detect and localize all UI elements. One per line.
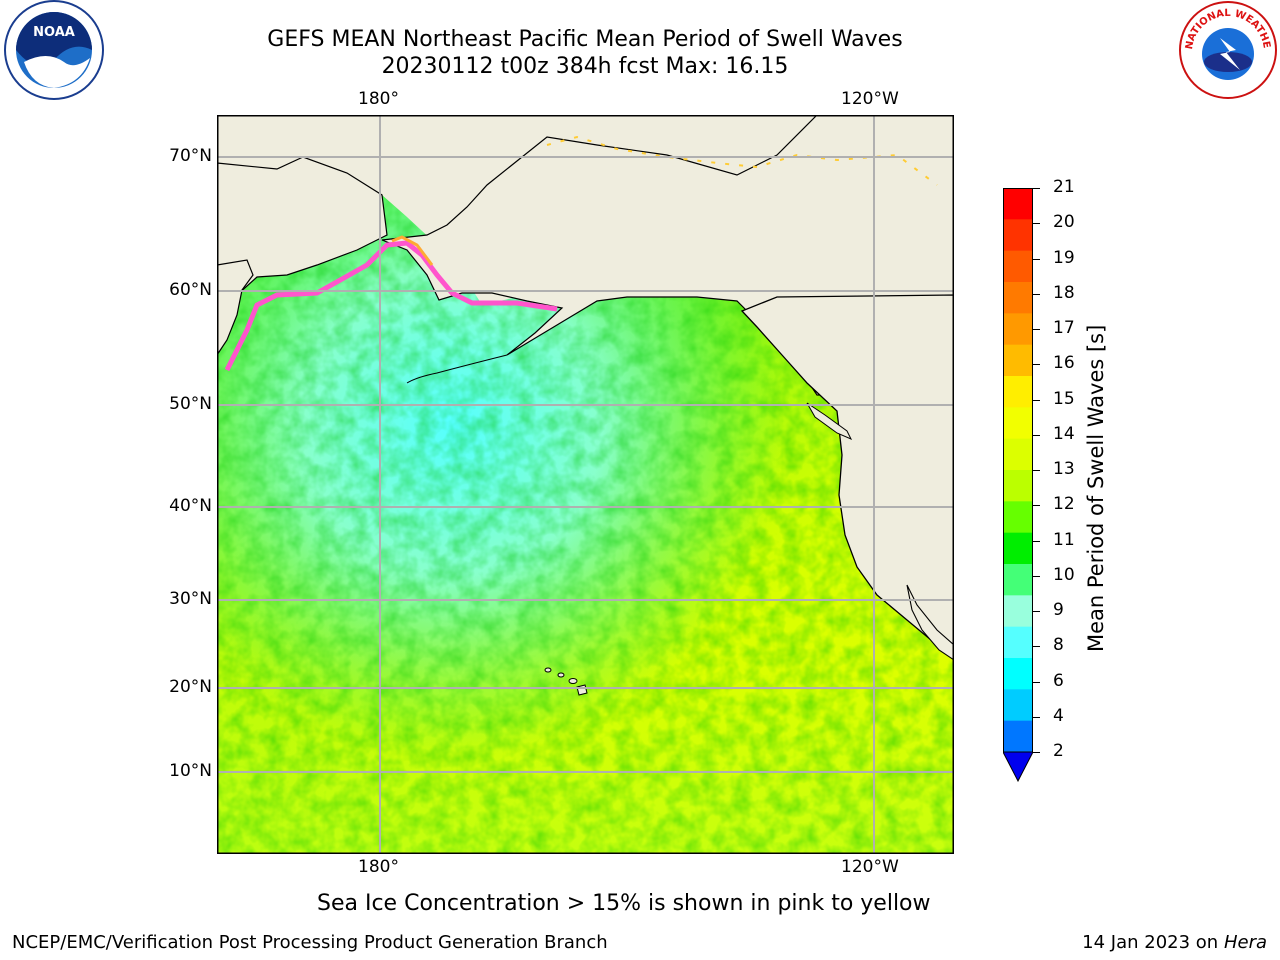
colorbar-swatch	[1003, 658, 1033, 690]
colorbar-tick-mark	[1033, 646, 1040, 648]
colorbar-tick-mark	[1033, 716, 1040, 718]
colorbar-swatch	[1003, 282, 1033, 314]
noaa-logo-text: NOAA	[33, 25, 75, 40]
colorbar-swatch	[1003, 313, 1033, 346]
lat-label-20n: 20°N	[169, 677, 212, 697]
colorbar-swatch	[1003, 720, 1033, 753]
colorbar-tick-mark	[1033, 681, 1040, 683]
colorbar-tick-mark	[1033, 434, 1040, 436]
colorbar-swatches	[1002, 188, 1034, 783]
colorbar-swatch	[1003, 595, 1033, 628]
colorbar-tick-mark	[1033, 470, 1040, 471]
colorbar-swatch	[1003, 250, 1033, 283]
nws-logo-icon: NATIONAL WEATHER SERVICE	[1172, 0, 1280, 104]
colorbar-tick-label: 10	[1053, 564, 1075, 585]
colorbar-label: Mean Period of Swell Waves [s]	[1084, 324, 1108, 652]
colorbar-tick-label: 15	[1053, 388, 1075, 409]
colorbar-tick-label: 12	[1053, 494, 1075, 515]
colorbar-tick-label: 9	[1053, 600, 1064, 620]
colorbar-tick-label: 8	[1053, 635, 1064, 656]
colorbar-tick-mark	[1033, 752, 1040, 753]
colorbar-tick-mark	[1033, 364, 1040, 366]
colorbar-tick-mark	[1033, 188, 1040, 189]
noaa-logo-icon: NOAA	[2, 0, 106, 104]
graticule	[217, 115, 954, 854]
lat-label-50n: 50°N	[169, 394, 212, 414]
top-lon-label-180: 180°	[358, 89, 399, 109]
colorbar-tick-label: 18	[1053, 282, 1075, 303]
colorbar-tick-mark	[1033, 223, 1040, 225]
sea-ice-note: Sea Ice Concentration > 15% is shown in …	[317, 891, 931, 916]
colorbar-swatch	[1003, 438, 1033, 471]
colorbar-tick-mark	[1033, 611, 1040, 612]
colorbar-tick-mark	[1033, 575, 1040, 577]
colorbar-tick-mark	[1033, 258, 1040, 260]
footer-date-text: 14 Jan 2023 on	[1082, 932, 1224, 953]
sea-ice-edge	[224, 240, 558, 372]
colorbar-tick-label: 6	[1053, 670, 1064, 691]
lat-label-30n: 30°N	[169, 589, 212, 609]
colorbar-tick-label: 20	[1053, 212, 1075, 233]
bottom-lon-label-180: 180°	[358, 857, 399, 877]
colorbar-tick-label: 21	[1053, 177, 1075, 197]
colorbar-tick-mark	[1033, 540, 1040, 542]
land-north-america	[740, 294, 954, 661]
colorbar-swatch	[1003, 532, 1033, 565]
colorbar-tick-mark	[1033, 329, 1040, 330]
colorbar-swatch	[1003, 564, 1033, 596]
footer-machine: Hera	[1223, 932, 1267, 953]
colorbar-tick-label: 2	[1053, 741, 1064, 761]
map-title: GEFS MEAN Northeast Pacific Mean Period …	[267, 27, 903, 52]
colorbar-tick-label: 17	[1053, 318, 1075, 338]
lat-label-10n: 10°N	[169, 761, 212, 781]
swell-period-map	[217, 115, 954, 854]
colorbar-tick-label: 16	[1053, 353, 1075, 374]
bottom-lon-label-120w: 120°W	[841, 857, 899, 877]
lat-label-60n: 60°N	[169, 280, 212, 300]
lat-label-70n: 70°N	[169, 146, 212, 166]
colorbar-tick-label: 4	[1053, 705, 1064, 726]
colorbar-swatch	[1003, 376, 1033, 408]
colorbar-tick-label: 19	[1053, 247, 1075, 268]
lat-label-40n: 40°N	[169, 496, 212, 516]
colorbar-tick-label: 11	[1053, 529, 1075, 550]
footer-date: 14 Jan 2023 on Hera	[1082, 932, 1267, 953]
colorbar-swatch	[1003, 689, 1033, 722]
colorbar-tick-mark	[1033, 399, 1040, 401]
colorbar-swatch	[1003, 344, 1033, 377]
colorbar-swatch	[1003, 219, 1033, 252]
colorbar	[1002, 188, 1034, 783]
map-subtitle: 20230112 t00z 384h fcst Max: 16.15	[381, 54, 789, 79]
colorbar-extend	[1002, 751, 1034, 783]
colorbar-tick-mark	[1033, 293, 1040, 295]
colorbar-frame	[1003, 188, 1033, 752]
colorbar-swatch	[1003, 626, 1033, 659]
top-lon-label-120w: 120°W	[841, 89, 899, 109]
footer-credit: NCEP/EMC/Verification Post Processing Pr…	[12, 932, 608, 953]
map-panel[interactable]	[217, 115, 954, 854]
colorbar-swatch	[1003, 501, 1033, 534]
colorbar-swatch	[1003, 470, 1033, 502]
colorbar-tick-label: 13	[1053, 459, 1075, 479]
colorbar-tick-mark	[1033, 505, 1040, 507]
colorbar-tick-label: 14	[1053, 423, 1075, 444]
colorbar-swatch	[1003, 407, 1033, 440]
colorbar-swatch	[1003, 188, 1033, 220]
